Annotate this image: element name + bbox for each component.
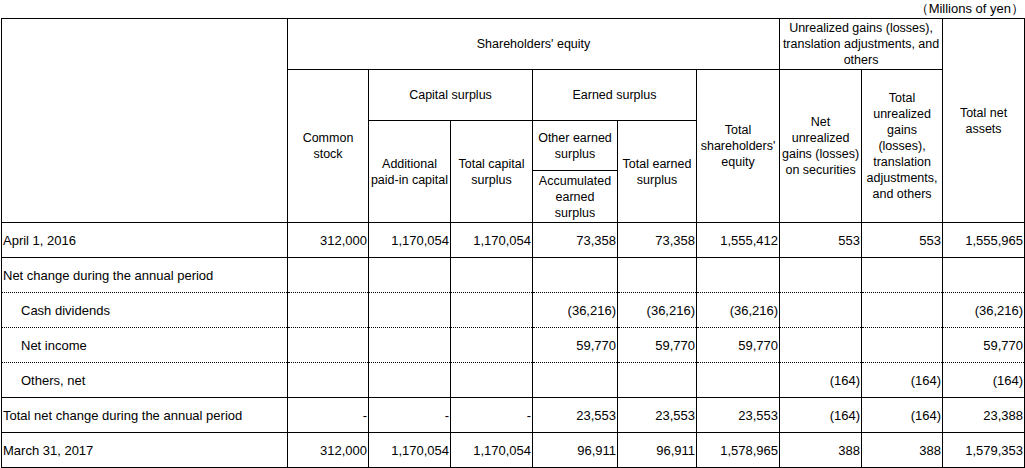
col-header-unrealized-group: Unrealized gains (losses), translation a… — [780, 19, 943, 70]
cell-value: (164) — [780, 398, 862, 433]
cell-value: 23,388 — [943, 398, 1025, 433]
cell-value: 553 — [862, 223, 943, 258]
cell-value — [369, 293, 451, 328]
cell-value: 1,579,353 — [943, 433, 1025, 468]
cell-value: 1,170,054 — [369, 223, 451, 258]
table-row-net-income: Net income 59,770 59,770 59,770 59,770 — [2, 328, 1025, 363]
cell-value: 59,770 — [943, 328, 1025, 363]
row-label: Net change during the annual period — [2, 258, 288, 293]
cell-value: (164) — [780, 363, 862, 398]
table-row-cash-dividends: Cash dividends (36,216) (36,216) (36,216… — [2, 293, 1025, 328]
cell-value: 388 — [862, 433, 943, 468]
col-header-earned-surplus: Earned surplus — [533, 70, 697, 121]
cell-value: 1,578,965 — [697, 433, 780, 468]
cell-value — [369, 363, 451, 398]
cell-value — [369, 328, 451, 363]
cell-value — [697, 363, 780, 398]
cell-value: 59,770 — [697, 328, 780, 363]
cell-value: 1,170,054 — [369, 433, 451, 468]
cell-value — [451, 328, 533, 363]
cell-value — [369, 258, 451, 293]
cell-value — [862, 293, 943, 328]
cell-value — [780, 293, 862, 328]
cell-value: 312,000 — [288, 223, 369, 258]
changes-in-equity-table: Shareholders' equity Unrealized gains (l… — [1, 18, 1025, 468]
cell-value — [451, 293, 533, 328]
cell-value — [533, 363, 618, 398]
row-label: Others, net — [2, 363, 288, 398]
col-header-total-earned-surplus: Total earned surplus — [618, 121, 697, 223]
cell-value: (36,216) — [618, 293, 697, 328]
col-header-total-capital-surplus: Total capital surplus — [451, 121, 533, 223]
col-header-other-earned-surplus: Other earned surplus — [533, 121, 618, 171]
cell-value: 553 — [780, 223, 862, 258]
cell-value — [288, 328, 369, 363]
col-header-shareholders-equity: Shareholders' equity — [288, 19, 780, 70]
cell-value: (36,216) — [943, 293, 1025, 328]
row-label: Total net change during the annual perio… — [2, 398, 288, 433]
row-label: Cash dividends — [2, 293, 288, 328]
cell-value: 23,553 — [533, 398, 618, 433]
cell-value: (164) — [862, 398, 943, 433]
cell-value: (164) — [862, 363, 943, 398]
cell-value — [697, 258, 780, 293]
row-label: April 1, 2016 — [2, 223, 288, 258]
cell-value — [618, 363, 697, 398]
table-body: April 1, 2016 312,000 1,170,054 1,170,05… — [2, 223, 1025, 468]
cell-value: 59,770 — [618, 328, 697, 363]
cell-value — [780, 328, 862, 363]
cell-value — [451, 363, 533, 398]
table-row-net-change-header: Net change during the annual period — [2, 258, 1025, 293]
cell-value — [533, 258, 618, 293]
row-label: Net income — [2, 328, 288, 363]
cell-value — [862, 258, 943, 293]
cell-value: 1,555,412 — [697, 223, 780, 258]
col-header-total-shareholders-equity: Total shareholders' equity — [697, 70, 780, 223]
row-label: March 31, 2017 — [2, 433, 288, 468]
cell-value — [618, 258, 697, 293]
col-header-total-unrealized: Total unrealized gains (losses), transla… — [862, 70, 943, 223]
cell-value: - — [288, 398, 369, 433]
col-header-accumulated-earned-surplus: Accumulated earned surplus — [533, 171, 618, 223]
cell-value — [862, 328, 943, 363]
cell-value: 1,170,054 — [451, 223, 533, 258]
table-row-april-1-2016: April 1, 2016 312,000 1,170,054 1,170,05… — [2, 223, 1025, 258]
col-header-common-stock: Common stock — [288, 70, 369, 223]
cell-value — [288, 363, 369, 398]
cell-value: (36,216) — [697, 293, 780, 328]
col-header-net-unrealized-gains-securities: Net unrealized gains (losses) on securit… — [780, 70, 862, 223]
table-header: Shareholders' equity Unrealized gains (l… — [2, 19, 1025, 223]
cell-value: 59,770 — [533, 328, 618, 363]
cell-value — [451, 258, 533, 293]
col-header-capital-surplus: Capital surplus — [369, 70, 533, 121]
corner-cell — [2, 19, 288, 223]
cell-value: 73,358 — [618, 223, 697, 258]
cell-value: (36,216) — [533, 293, 618, 328]
units-note: （Millions of yen） — [0, 0, 1025, 18]
cell-value: 23,553 — [618, 398, 697, 433]
cell-value: 388 — [780, 433, 862, 468]
cell-value — [780, 258, 862, 293]
table-row-total-net-change: Total net change during the annual perio… — [2, 398, 1025, 433]
cell-value: 312,000 — [288, 433, 369, 468]
col-header-total-net-assets: Total net assets — [943, 19, 1025, 223]
cell-value — [288, 293, 369, 328]
col-header-additional-paid-in-capital: Additional paid-in capital — [369, 121, 451, 223]
table-row-others-net: Others, net (164) (164) (164) — [2, 363, 1025, 398]
cell-value: 1,170,054 — [451, 433, 533, 468]
cell-value: 96,911 — [533, 433, 618, 468]
cell-value — [288, 258, 369, 293]
cell-value: 96,911 — [618, 433, 697, 468]
cell-value: 1,555,965 — [943, 223, 1025, 258]
equity-statement-page: （Millions of yen） Shareholders' equity U… — [0, 0, 1025, 468]
cell-value: 73,358 — [533, 223, 618, 258]
cell-value: (164) — [943, 363, 1025, 398]
cell-value: - — [369, 398, 451, 433]
cell-value — [943, 258, 1025, 293]
cell-value: 23,553 — [697, 398, 780, 433]
cell-value: - — [451, 398, 533, 433]
table-row-march-31-2017: March 31, 2017 312,000 1,170,054 1,170,0… — [2, 433, 1025, 468]
